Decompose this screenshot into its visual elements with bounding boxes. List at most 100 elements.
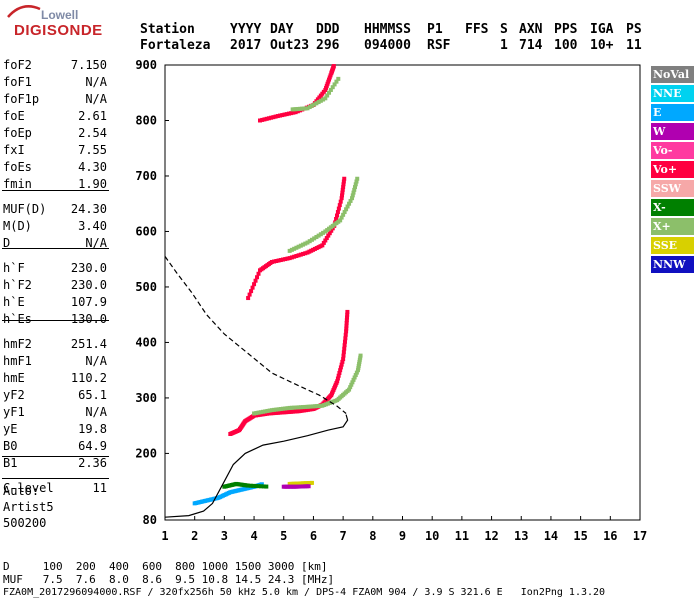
echo-point <box>256 271 261 276</box>
echo-point <box>256 410 261 415</box>
param-row: M(D) 3.40 <box>3 218 107 235</box>
echo-series <box>222 481 269 489</box>
echo-point <box>287 256 292 261</box>
legend-item: Vo- <box>651 142 694 159</box>
param-name: h`E <box>3 295 25 309</box>
echo-point <box>344 318 349 323</box>
echo-point <box>352 187 357 192</box>
param-value: N/A <box>85 236 107 250</box>
header-label-iga: IGA <box>590 22 614 37</box>
echo-point <box>306 484 311 489</box>
echo-point <box>303 404 308 409</box>
param-row: foEp 2.54 <box>3 125 107 142</box>
echo-point <box>338 218 343 223</box>
echo-point <box>254 411 259 416</box>
echo-point <box>266 116 271 121</box>
echo-point <box>274 259 279 264</box>
y-tick-label: 600 <box>135 224 157 238</box>
param-value: 130.0 <box>70 312 107 326</box>
header-ddd: 296 <box>316 38 340 53</box>
echo-point <box>298 252 303 257</box>
echo-point <box>303 241 308 246</box>
echo-point <box>350 193 355 198</box>
echo-point <box>284 112 289 117</box>
param-name: B0 <box>3 439 18 453</box>
echo-point <box>321 240 326 245</box>
echo-point <box>351 190 356 195</box>
echo-point <box>355 368 360 373</box>
echo-point <box>354 370 359 375</box>
param-value: 2.36 <box>78 456 107 470</box>
param-name: yF2 <box>3 388 25 402</box>
param-name: foF1p <box>3 92 40 106</box>
param-value: 2.54 <box>78 126 107 140</box>
autoscale-version: 500200 <box>3 516 47 530</box>
header-label-s: S <box>500 22 508 37</box>
echo-point <box>286 111 291 116</box>
legend-item: E <box>651 104 694 121</box>
echo-point <box>353 373 358 378</box>
param-value: 110.2 <box>70 371 107 385</box>
echo-point <box>341 357 346 362</box>
echo-point <box>278 407 283 412</box>
echo-series <box>258 64 336 123</box>
echo-point <box>312 102 317 107</box>
echo-point <box>287 405 292 410</box>
echo-point <box>335 210 340 215</box>
echo-point <box>274 407 279 412</box>
echo-point <box>281 257 286 262</box>
x-tick-label: 1 <box>161 529 168 543</box>
echo-series <box>246 176 347 301</box>
echo-point <box>340 193 345 198</box>
echo-series <box>281 484 311 489</box>
echo-point <box>280 113 285 118</box>
echo-point <box>320 243 325 248</box>
echo-point <box>327 90 332 95</box>
echo-point <box>305 240 310 245</box>
echo-point <box>269 408 274 413</box>
echo-point <box>309 103 314 108</box>
echo-point <box>342 339 347 344</box>
echo-point <box>293 110 298 115</box>
echo-point <box>278 113 283 118</box>
header-year: 2017 <box>230 38 262 53</box>
param-name: hmF1 <box>3 354 32 368</box>
echo-point <box>296 253 301 258</box>
echo-series <box>252 353 363 416</box>
y-tick-label: 500 <box>135 280 157 294</box>
echo-point <box>253 278 258 283</box>
footer-filename: FZA0M_2017296094000.RSF / 320fx256h 50 k… <box>3 587 606 598</box>
param-value: 3.40 <box>78 219 107 233</box>
echo-point <box>255 275 260 280</box>
echo-point <box>329 228 334 233</box>
echo-point <box>339 215 344 220</box>
echo-point <box>324 83 329 88</box>
profile-solid-line <box>164 414 349 518</box>
echo-point <box>336 76 341 81</box>
header-ps: 11 <box>626 38 642 53</box>
echo-point <box>263 409 268 414</box>
param-row: yF1 N/A <box>3 404 107 421</box>
echo-point <box>341 353 346 358</box>
param-name: h`F <box>3 261 25 275</box>
echo-point <box>332 82 337 87</box>
echo-point <box>326 233 331 238</box>
echo-point <box>309 237 314 242</box>
echo-point <box>276 407 281 412</box>
echo-point <box>351 377 356 382</box>
header-label-ffs: FFS <box>465 22 489 37</box>
x-tick-label: 7 <box>340 529 347 543</box>
echo-point <box>285 256 290 261</box>
autoscale-method: Artist5 <box>3 500 54 514</box>
param-value: 4.30 <box>78 160 107 174</box>
echo-point <box>342 346 347 351</box>
echo-point <box>339 362 344 367</box>
echo-point <box>358 353 363 358</box>
echo-point <box>289 255 294 260</box>
echo-point <box>273 114 278 119</box>
param-name: foEs <box>3 160 32 174</box>
header-axn: 714 <box>519 38 543 53</box>
echo-point <box>344 329 349 334</box>
param-value: 107.9 <box>70 295 107 309</box>
echo-point <box>342 176 347 181</box>
